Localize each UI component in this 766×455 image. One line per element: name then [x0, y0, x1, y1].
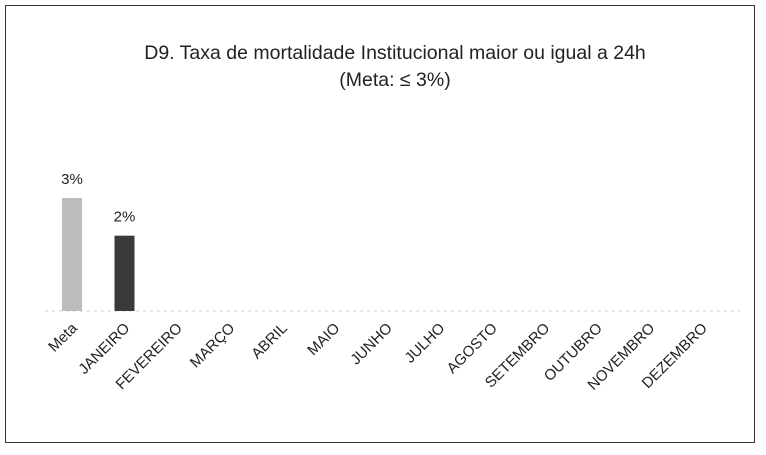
bar	[114, 235, 135, 311]
x-tick-label: ABRIL	[248, 320, 291, 363]
x-tick-label: JULHO	[402, 320, 449, 367]
x-tick-label: JUNHO	[347, 320, 396, 369]
x-tick-label: Meta	[45, 319, 81, 355]
bar	[62, 198, 82, 311]
chart-subtitle: (Meta: ≤ 3%)	[339, 69, 451, 91]
title-block: D9. Taxa de mortalidade Institucional ma…	[95, 40, 695, 94]
chart-frame	[5, 5, 755, 443]
x-tick-label: MAIO	[304, 320, 343, 359]
data-label: 3%	[61, 171, 83, 188]
data-label: 2%	[114, 209, 136, 226]
x-tick-label: MARÇO	[187, 320, 239, 372]
chart-title: D9. Taxa de mortalidade Institucional ma…	[144, 42, 646, 64]
